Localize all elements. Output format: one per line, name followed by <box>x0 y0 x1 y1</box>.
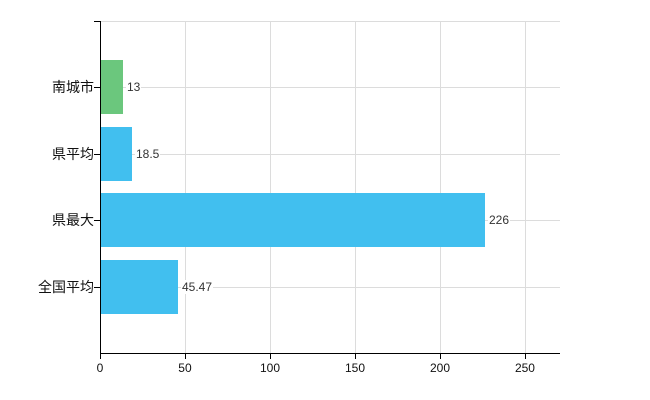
x-axis-tick <box>524 354 526 359</box>
value-label: 45.47 <box>181 280 214 294</box>
vertical-gridline <box>269 21 271 353</box>
category-gridline <box>100 87 560 88</box>
category-gridline <box>100 154 560 155</box>
x-axis-line <box>100 353 560 354</box>
x-tick-label: 50 <box>178 361 192 375</box>
category-label: 全国平均 <box>38 279 94 295</box>
vertical-gridline <box>354 21 356 353</box>
top-gridline <box>100 21 560 22</box>
x-axis-tick <box>354 354 356 359</box>
category-tick <box>94 154 100 155</box>
x-tick-label: 0 <box>96 361 104 375</box>
vertical-gridline <box>524 21 526 353</box>
x-axis-tick <box>100 354 101 359</box>
category-tick <box>94 87 100 88</box>
vertical-gridline <box>184 21 186 353</box>
x-axis-tick <box>184 354 186 359</box>
x-tick-label: 200 <box>429 361 450 375</box>
vertical-gridline <box>439 21 441 353</box>
value-label: 18.5 <box>135 147 161 161</box>
x-tick-label: 100 <box>259 361 280 375</box>
bar-県平均 <box>101 127 132 181</box>
bar-県最大 <box>101 193 485 247</box>
x-axis-tick <box>269 354 271 359</box>
category-label: 県最大 <box>52 212 94 228</box>
value-label: 226 <box>488 213 511 227</box>
y-axis-line <box>100 21 101 353</box>
category-label: 南城市 <box>52 79 94 95</box>
x-axis-tick <box>439 354 441 359</box>
value-label: 13 <box>126 80 142 94</box>
y-axis-top-tick <box>94 21 100 22</box>
x-tick-label: 250 <box>514 361 535 375</box>
category-tick <box>94 287 100 288</box>
category-gridline <box>100 287 560 288</box>
category-label: 県平均 <box>52 146 94 162</box>
category-tick <box>94 220 100 221</box>
bar-全国平均 <box>101 260 178 314</box>
x-tick-label: 150 <box>344 361 365 375</box>
bar-南城市 <box>101 60 123 114</box>
